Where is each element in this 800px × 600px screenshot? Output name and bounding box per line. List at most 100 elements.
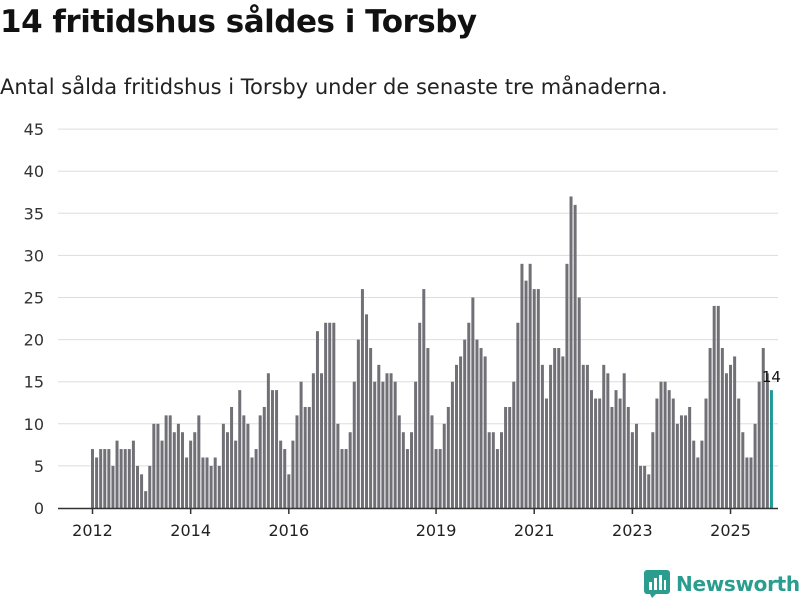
bar xyxy=(377,364,381,508)
bar xyxy=(434,449,438,508)
bar xyxy=(275,390,279,508)
y-tick-label: 40 xyxy=(24,162,44,181)
bar xyxy=(340,449,344,508)
bar xyxy=(348,432,352,508)
bar xyxy=(299,381,303,508)
bar xyxy=(213,457,217,508)
bar xyxy=(262,406,266,508)
bar xyxy=(246,423,250,508)
bar xyxy=(573,204,577,508)
bar xyxy=(630,432,634,508)
bar xyxy=(393,381,397,508)
bar xyxy=(221,423,225,508)
bar xyxy=(463,339,467,508)
bar xyxy=(91,449,94,508)
bar xyxy=(733,356,737,508)
bar xyxy=(176,423,180,508)
bar xyxy=(172,432,176,508)
bar xyxy=(103,449,107,508)
bar xyxy=(459,356,463,508)
bar xyxy=(500,432,503,508)
bar xyxy=(765,373,769,508)
bar xyxy=(430,415,434,508)
y-tick-label: 0 xyxy=(34,499,44,518)
bar xyxy=(720,348,724,508)
y-tick-label: 30 xyxy=(24,246,44,265)
bar xyxy=(225,432,229,508)
bar xyxy=(180,432,184,508)
bar xyxy=(553,348,557,508)
y-tick-label: 35 xyxy=(24,204,44,223)
bar xyxy=(401,432,405,508)
bar xyxy=(295,415,299,508)
bar xyxy=(622,373,626,508)
bar xyxy=(655,398,659,508)
x-tick-label: 2016 xyxy=(268,521,309,540)
bar-highlight xyxy=(769,390,773,508)
bar xyxy=(119,449,123,508)
bar xyxy=(491,432,495,508)
bar xyxy=(360,289,364,508)
bar xyxy=(266,373,270,508)
bar xyxy=(152,423,156,508)
bar xyxy=(422,289,426,508)
bar xyxy=(634,423,638,508)
bar xyxy=(741,432,745,508)
bar xyxy=(675,423,679,508)
y-tick-label: 25 xyxy=(24,289,44,308)
bar xyxy=(594,398,598,508)
bar xyxy=(745,457,749,508)
bar xyxy=(115,440,119,508)
bar xyxy=(426,348,430,508)
x-tick-label: 2019 xyxy=(416,521,457,540)
bar xyxy=(107,449,111,508)
bar xyxy=(569,196,573,508)
bar xyxy=(504,406,508,508)
bar xyxy=(495,449,499,508)
bar xyxy=(344,449,348,508)
bar xyxy=(254,449,258,508)
bar xyxy=(761,348,765,508)
bar xyxy=(520,263,524,508)
x-tick-label: 2012 xyxy=(72,521,113,540)
bar xyxy=(532,289,536,508)
bar xyxy=(479,348,483,508)
bar xyxy=(692,440,696,508)
bar xyxy=(626,406,630,508)
bar xyxy=(561,356,565,508)
bar xyxy=(410,432,414,508)
bar xyxy=(123,449,127,508)
bar xyxy=(610,406,614,508)
y-tick-label: 20 xyxy=(24,331,44,350)
bar xyxy=(189,440,193,508)
brand-logo: Newsworthy xyxy=(644,568,800,600)
bar xyxy=(365,314,369,508)
bar xyxy=(140,474,144,508)
bar xyxy=(303,406,307,508)
bar xyxy=(557,348,561,508)
bar xyxy=(397,415,401,508)
bar xyxy=(307,406,311,508)
bar xyxy=(414,381,418,508)
bar xyxy=(679,415,683,508)
bar xyxy=(737,398,741,508)
x-tick-label: 2023 xyxy=(612,521,653,540)
bar xyxy=(250,457,254,508)
bar xyxy=(508,406,512,508)
bar xyxy=(663,381,667,508)
bar xyxy=(230,406,234,508)
bar xyxy=(549,364,553,508)
bar xyxy=(753,423,757,508)
bar xyxy=(598,398,602,508)
bar xyxy=(193,432,197,508)
bar xyxy=(467,322,471,508)
bar xyxy=(389,373,393,508)
bar xyxy=(164,415,168,508)
bar xyxy=(369,348,373,508)
bar xyxy=(688,406,692,508)
bar xyxy=(332,322,336,508)
bar xyxy=(716,305,720,508)
bar xyxy=(148,465,152,508)
bar xyxy=(135,465,139,508)
bar xyxy=(757,381,761,508)
